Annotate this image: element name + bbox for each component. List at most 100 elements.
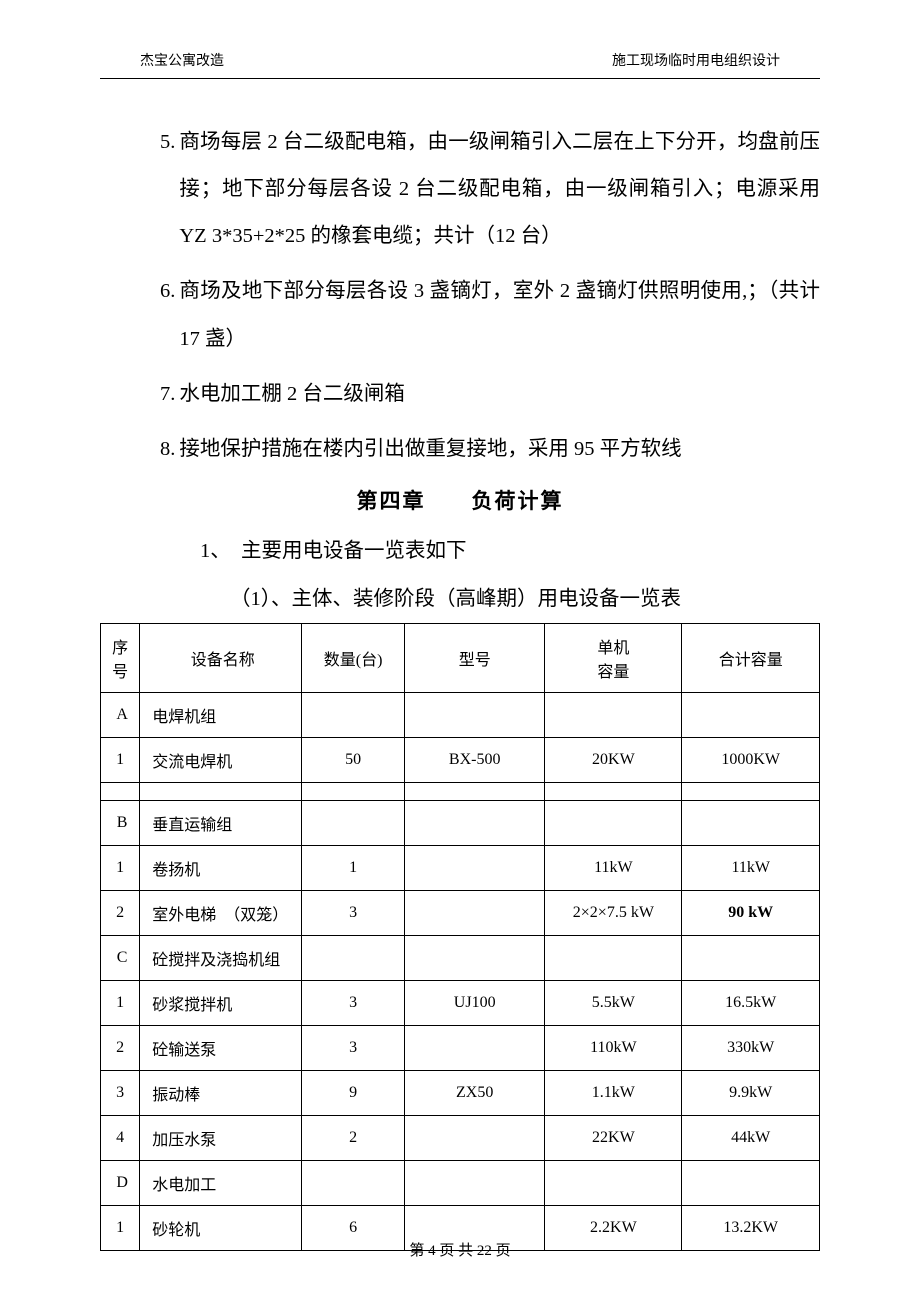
table-row: 4加压水泵222KW44kW bbox=[101, 1115, 820, 1160]
group-header-row: B垂直运输组 bbox=[101, 800, 820, 845]
empty-cell bbox=[140, 782, 302, 800]
cell-seq: 2 bbox=[101, 1025, 140, 1070]
page-footer: 第 4 页 共 22 页 bbox=[0, 1239, 920, 1260]
empty-row bbox=[101, 782, 820, 800]
cell-seq: 3 bbox=[101, 1070, 140, 1115]
empty-cell bbox=[545, 692, 682, 737]
group-name: 水电加工 bbox=[140, 1160, 302, 1205]
cell-unit: 5.5kW bbox=[545, 980, 682, 1025]
empty-cell bbox=[405, 782, 545, 800]
cell-qty: 2 bbox=[302, 1115, 405, 1160]
group-label: B bbox=[101, 800, 140, 845]
group-name: 砼搅拌及浇捣机组 bbox=[140, 935, 302, 980]
cell-qty: 3 bbox=[302, 890, 405, 935]
table-row: 2室外电梯 （双笼）32×2×7.5 kW90 kW bbox=[101, 890, 820, 935]
table-body: A电焊机组1交流电焊机50BX-50020KW1000KWB垂直运输组1卷扬机1… bbox=[101, 692, 820, 1250]
cell-qty: 1 bbox=[302, 845, 405, 890]
empty-cell bbox=[302, 782, 405, 800]
cell-unit: 110kW bbox=[545, 1025, 682, 1070]
table-caption: （1）、主体、装修阶段（高峰期）用电设备一览表 bbox=[100, 581, 820, 611]
list-item: 6.商场及地下部分每层各设 3 盏镝灯，室外 2 盏镝灯供照明使用,；（共计 1… bbox=[100, 268, 820, 362]
cell-qty: 3 bbox=[302, 1025, 405, 1070]
section-heading: 1、 主要用电设备一览表如下 bbox=[100, 533, 820, 563]
th-model: 型号 bbox=[405, 623, 545, 692]
cell-model: BX-500 bbox=[405, 737, 545, 782]
cell-name: 加压水泵 bbox=[140, 1115, 302, 1160]
table-row: 1卷扬机1 11kW11kW bbox=[101, 845, 820, 890]
empty-cell bbox=[101, 782, 140, 800]
cell-name: 交流电焊机 bbox=[140, 737, 302, 782]
empty-cell bbox=[405, 800, 545, 845]
cell-name: 砂浆搅拌机 bbox=[140, 980, 302, 1025]
empty-cell bbox=[682, 800, 820, 845]
th-seq: 序号 bbox=[101, 623, 140, 692]
th-name: 设备名称 bbox=[140, 623, 302, 692]
cell-model bbox=[405, 1025, 545, 1070]
cell-total: 90 kW bbox=[682, 890, 820, 935]
cell-seq: 4 bbox=[101, 1115, 140, 1160]
cell-seq: 2 bbox=[101, 890, 140, 935]
table-row: 1砂浆搅拌机3UJ1005.5kW16.5kW bbox=[101, 980, 820, 1025]
list-item-text: 商场及地下部分每层各设 3 盏镝灯，室外 2 盏镝灯供照明使用,；（共计 17 … bbox=[179, 268, 820, 362]
cell-unit: 11kW bbox=[545, 845, 682, 890]
list-item-number: 5. bbox=[100, 119, 179, 260]
empty-cell bbox=[302, 935, 405, 980]
empty-cell bbox=[682, 782, 820, 800]
empty-cell bbox=[405, 1160, 545, 1205]
empty-cell bbox=[405, 692, 545, 737]
empty-cell bbox=[302, 692, 405, 737]
group-name: 电焊机组 bbox=[140, 692, 302, 737]
cell-seq: 1 bbox=[101, 845, 140, 890]
group-label: A bbox=[101, 692, 140, 737]
numbered-list: 5.商场每层 2 台二级配电箱，由一级闸箱引入二层在上下分开，均盘前压接；地下部… bbox=[100, 119, 820, 473]
chapter-title: 第四章 负荷计算 bbox=[100, 485, 820, 515]
list-item-text: 商场每层 2 台二级配电箱，由一级闸箱引入二层在上下分开，均盘前压接；地下部分每… bbox=[179, 119, 820, 260]
cell-model: ZX50 bbox=[405, 1070, 545, 1115]
cell-name: 卷扬机 bbox=[140, 845, 302, 890]
th-unit-line2: 容量 bbox=[597, 664, 629, 681]
table-row: 1交流电焊机50BX-50020KW1000KW bbox=[101, 737, 820, 782]
table-row: 3振动棒9ZX501.1kW9.9kW bbox=[101, 1070, 820, 1115]
list-item: 8.接地保护措施在楼内引出做重复接地，采用 95 平方软线 bbox=[100, 426, 820, 473]
cell-unit: 22KW bbox=[545, 1115, 682, 1160]
cell-seq: 1 bbox=[101, 980, 140, 1025]
empty-cell bbox=[545, 800, 682, 845]
header-left: 杰宝公寓改造 bbox=[140, 50, 224, 70]
group-header-row: C砼搅拌及浇捣机组 bbox=[101, 935, 820, 980]
cell-seq: 1 bbox=[101, 737, 140, 782]
group-header-row: D水电加工 bbox=[101, 1160, 820, 1205]
empty-cell bbox=[302, 800, 405, 845]
list-item-number: 8. bbox=[100, 426, 179, 473]
cell-model bbox=[405, 890, 545, 935]
empty-cell bbox=[545, 1160, 682, 1205]
group-label: D bbox=[101, 1160, 140, 1205]
cell-total: 16.5kW bbox=[682, 980, 820, 1025]
main-content: 5.商场每层 2 台二级配电箱，由一级闸箱引入二层在上下分开，均盘前压接；地下部… bbox=[0, 79, 920, 1251]
group-name: 垂直运输组 bbox=[140, 800, 302, 845]
th-total: 合计容量 bbox=[682, 623, 820, 692]
th-unit-line1: 单机 bbox=[597, 640, 629, 657]
table-header-row: 序号 设备名称 数量(台) 型号 单机 容量 合计容量 bbox=[101, 623, 820, 692]
cell-unit: 1.1kW bbox=[545, 1070, 682, 1115]
cell-unit: 20KW bbox=[545, 737, 682, 782]
cell-total: 11kW bbox=[682, 845, 820, 890]
cell-model bbox=[405, 845, 545, 890]
empty-cell bbox=[545, 782, 682, 800]
page-header: 杰宝公寓改造 施工现场临时用电组织设计 bbox=[100, 0, 820, 79]
cell-unit: 2×2×7.5 kW bbox=[545, 890, 682, 935]
header-right: 施工现场临时用电组织设计 bbox=[612, 50, 780, 70]
cell-total: 1000KW bbox=[682, 737, 820, 782]
empty-cell bbox=[682, 935, 820, 980]
cell-qty: 50 bbox=[302, 737, 405, 782]
list-item-text: 水电加工棚 2 台二级闸箱 bbox=[179, 371, 820, 418]
cell-qty: 3 bbox=[302, 980, 405, 1025]
cell-total: 330kW bbox=[682, 1025, 820, 1070]
list-item-number: 7. bbox=[100, 371, 179, 418]
list-item: 5.商场每层 2 台二级配电箱，由一级闸箱引入二层在上下分开，均盘前压接；地下部… bbox=[100, 119, 820, 260]
group-label: C bbox=[101, 935, 140, 980]
empty-cell bbox=[682, 692, 820, 737]
table-row: 2砼输送泵3110kW330kW bbox=[101, 1025, 820, 1070]
cell-qty: 9 bbox=[302, 1070, 405, 1115]
th-unit: 单机 容量 bbox=[545, 623, 682, 692]
cell-model: UJ100 bbox=[405, 980, 545, 1025]
